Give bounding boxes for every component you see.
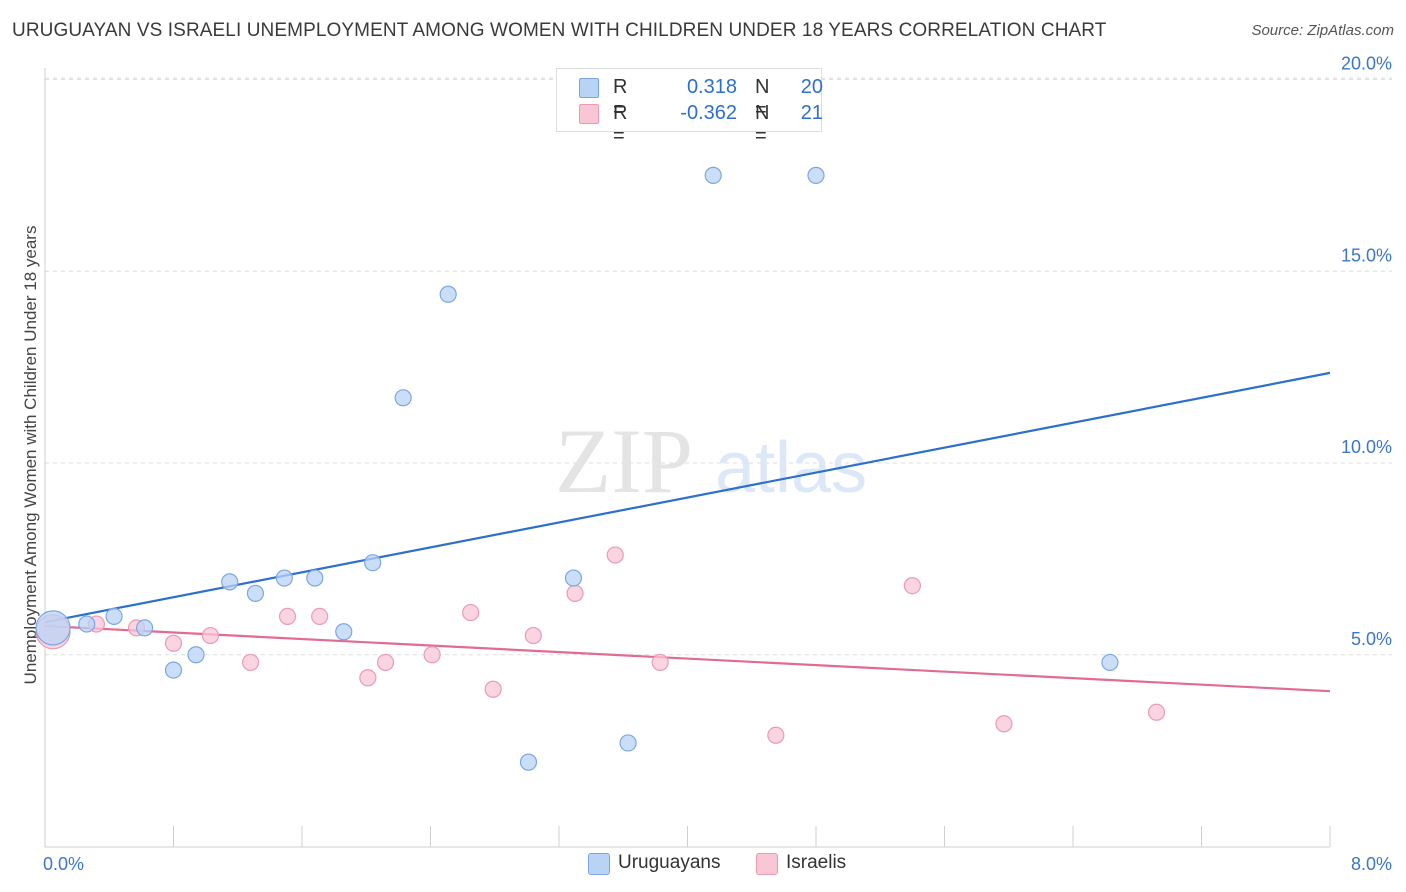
series-label: Uruguayans — [618, 852, 721, 873]
israeli-point — [651, 653, 669, 672]
israeli-point — [201, 626, 220, 645]
y-tick-label: 10.0% — [1341, 437, 1392, 457]
israeli-trend-line — [44, 624, 1331, 693]
x-tick-label: 8.0% — [1351, 854, 1392, 874]
watermark: ZIP atlas — [555, 410, 867, 512]
series-swatch-pink — [756, 853, 778, 875]
uruguayan-trend-line — [44, 371, 1331, 624]
legend-n-label: N = — [755, 102, 770, 147]
uruguayan-point — [221, 573, 239, 591]
uruguayan-point — [704, 166, 722, 184]
israeli-point — [566, 584, 584, 602]
correlation-legend: R = 0.318 N = 20 R = -0.362 N = 21 — [556, 68, 823, 147]
uruguayan-point — [78, 615, 96, 633]
legend-r-label: R = — [613, 76, 628, 121]
israeli-point — [903, 577, 921, 595]
legend-r-label: R = — [613, 102, 628, 147]
israeli-point — [767, 726, 785, 744]
watermark-zip: ZIP — [555, 410, 693, 512]
uruguayan-point — [807, 166, 825, 184]
israeli-point — [484, 680, 502, 698]
israeli-point — [242, 653, 260, 672]
uruguayan-point — [275, 569, 293, 587]
chart-title: URUGUAYAN VS ISRAELI UNEMPLOYMENT AMONG … — [12, 20, 1107, 41]
source-label: Source: ZipAtlas.com — [1251, 22, 1394, 39]
uruguayan-point — [164, 661, 183, 679]
uruguayan-point — [1101, 653, 1119, 672]
uruguayan-point — [519, 753, 538, 771]
series-label: Israelis — [786, 852, 847, 873]
y-tick-label: 15.0% — [1341, 245, 1392, 265]
axes — [44, 68, 1331, 848]
legend-swatch-pink — [579, 104, 599, 124]
x-tick-labels: 0.0% 8.0% — [43, 854, 1392, 874]
y-tick-label: 20.0% — [1341, 54, 1392, 74]
uruguayan-point — [35, 610, 71, 646]
uruguayan-point — [364, 554, 382, 572]
israeli-point — [423, 646, 441, 664]
israeli-point — [606, 546, 624, 564]
uruguayan-point — [105, 607, 123, 626]
x-tick-label: 0.0% — [43, 854, 84, 874]
israeli-point — [376, 653, 395, 672]
israeli-point — [995, 715, 1013, 733]
uruguayan-point — [619, 734, 637, 752]
uruguayan-point — [306, 569, 324, 587]
uruguayan-point — [187, 646, 205, 664]
israeli-point — [524, 626, 542, 645]
series-swatch-blue — [588, 853, 610, 875]
y-tick-label: 5.0% — [1351, 629, 1392, 649]
legend-n-value: 20 — [800, 76, 823, 98]
israeli-point — [278, 607, 297, 626]
legend-r-value: -0.362 — [680, 102, 737, 124]
israeli-point — [164, 634, 183, 652]
israeli-point — [1147, 703, 1166, 721]
uruguayan-point — [335, 623, 353, 641]
uruguayan-point — [246, 584, 265, 602]
legend-n-label: N = — [755, 76, 770, 121]
uruguayan-point — [439, 285, 457, 303]
uruguayan-point — [394, 389, 412, 407]
legend-n-value: 21 — [800, 102, 823, 124]
legend-swatch-blue — [579, 78, 599, 98]
legend-r-value: 0.318 — [686, 76, 737, 98]
y-tick-labels: 5.0% 10.0% 15.0% 20.0% — [1341, 54, 1392, 649]
israeli-point — [359, 669, 377, 687]
trend-lines — [44, 371, 1331, 693]
grid-lines — [45, 77, 1392, 656]
uruguayan-point — [564, 569, 583, 587]
israeli-point — [462, 603, 480, 622]
data-points — [35, 166, 1166, 771]
israeli-point — [311, 607, 329, 626]
uruguayan-point — [135, 619, 154, 637]
